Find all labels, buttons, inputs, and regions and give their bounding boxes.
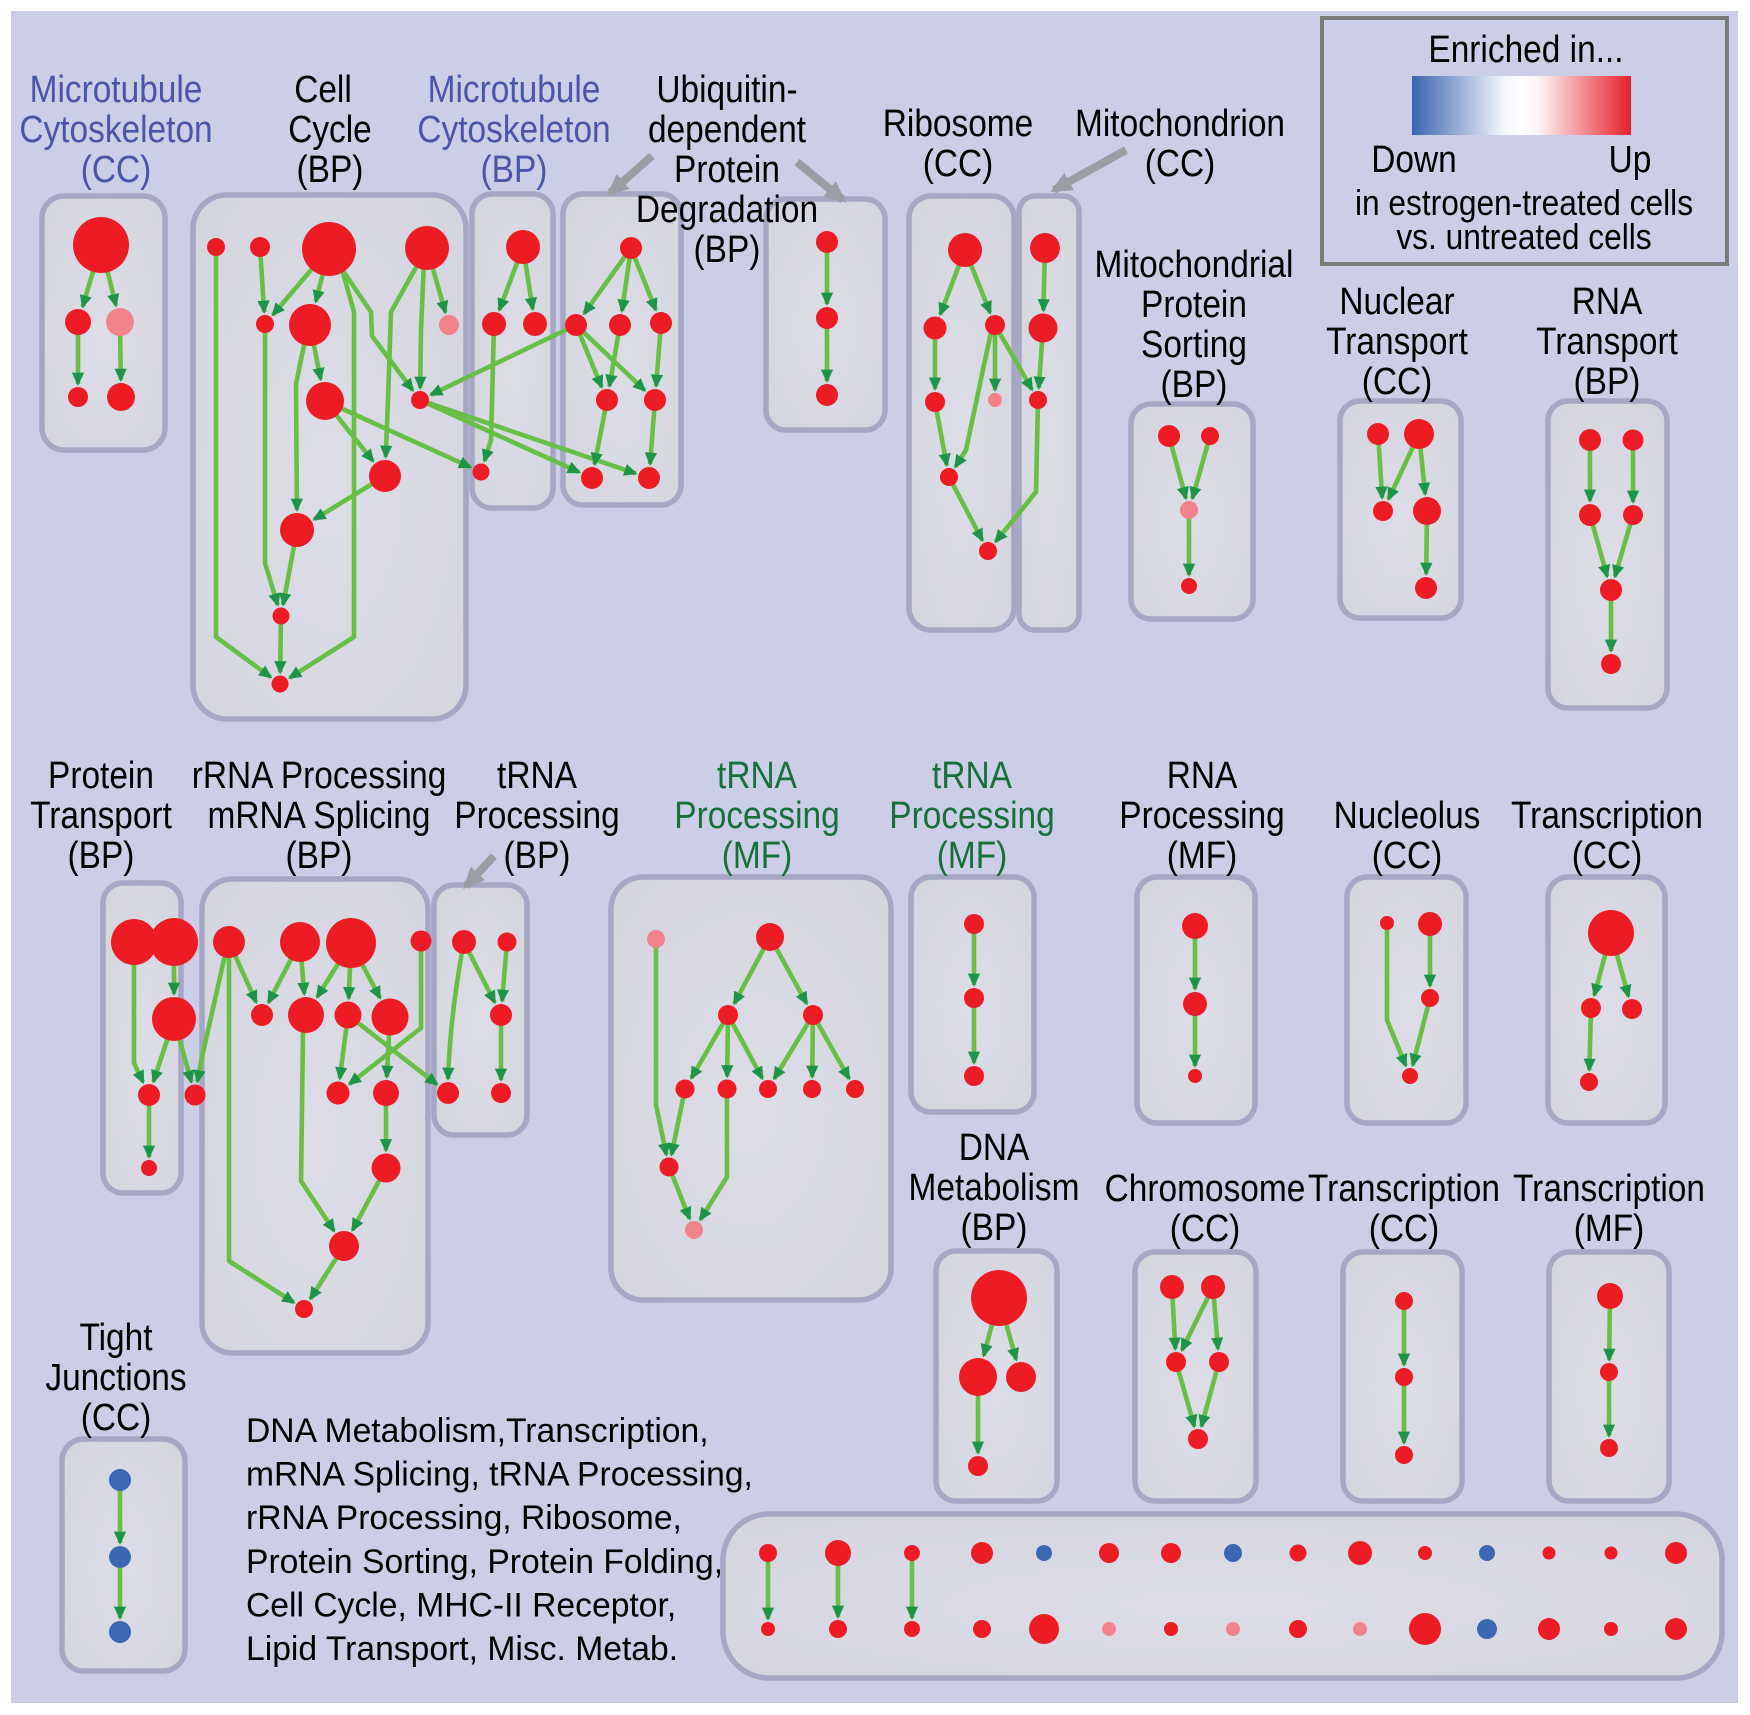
svg-text:Processing: Processing: [454, 795, 619, 837]
svg-text:(MF): (MF): [937, 835, 1008, 877]
svg-text:Sorting: Sorting: [1141, 324, 1247, 366]
svg-text:Microtubule: Microtubule: [428, 69, 601, 111]
svg-text:tRNA: tRNA: [717, 755, 797, 797]
svg-text:tRNA: tRNA: [497, 755, 577, 797]
svg-text:(MF): (MF): [1574, 1208, 1645, 1250]
svg-text:in estrogen-treated cells: in estrogen-treated cells: [1355, 182, 1693, 223]
svg-text:Protein: Protein: [48, 755, 154, 797]
svg-text:Degradation: Degradation: [636, 189, 818, 231]
svg-text:Transcription: Transcription: [1513, 1168, 1705, 1210]
svg-text:Nucleolus: Nucleolus: [1334, 795, 1481, 837]
svg-text:Processing: Processing: [889, 795, 1054, 837]
svg-text:Up: Up: [1609, 139, 1652, 181]
svg-text:(CC): (CC): [1372, 835, 1443, 877]
svg-text:(BP): (BP): [286, 835, 353, 877]
svg-text:DNA Metabolism,Transcription,: DNA Metabolism,Transcription,: [246, 1412, 709, 1450]
svg-text:rRNA Processing: rRNA Processing: [192, 755, 447, 797]
svg-text:(CC): (CC): [1369, 1208, 1440, 1250]
svg-text:Microtubule: Microtubule: [30, 69, 203, 111]
svg-text:dependent: dependent: [648, 109, 806, 151]
svg-text:Cell: Cell: [294, 69, 352, 111]
svg-text:Junctions: Junctions: [45, 1357, 186, 1399]
svg-text:Cytoskeleton: Cytoskeleton: [19, 109, 212, 151]
svg-text:(CC): (CC): [81, 1397, 152, 1439]
svg-text:Transport: Transport: [1326, 321, 1468, 363]
svg-text:(BP): (BP): [694, 229, 761, 271]
svg-text:RNA: RNA: [1167, 755, 1238, 797]
svg-text:Protein: Protein: [1141, 284, 1247, 326]
svg-text:(CC): (CC): [1362, 361, 1433, 403]
svg-text:mRNA Splicing: mRNA Splicing: [208, 795, 431, 837]
svg-text:Processing: Processing: [674, 795, 839, 837]
svg-text:Lipid Transport, Misc. Metab.: Lipid Transport, Misc. Metab.: [246, 1630, 678, 1668]
svg-text:RNA: RNA: [1572, 281, 1643, 323]
svg-text:(CC): (CC): [1572, 835, 1643, 877]
svg-text:vs. untreated cells: vs. untreated cells: [1396, 216, 1651, 257]
svg-text:Processing: Processing: [1119, 795, 1284, 837]
svg-text:Ribosome: Ribosome: [883, 103, 1034, 145]
svg-text:Chromosome: Chromosome: [1105, 1168, 1306, 1210]
svg-text:tRNA: tRNA: [932, 755, 1012, 797]
svg-text:(BP): (BP): [504, 835, 571, 877]
svg-text:Transcription: Transcription: [1308, 1168, 1500, 1210]
svg-text:Cell Cycle, MHC-II Receptor,: Cell Cycle, MHC-II Receptor,: [246, 1586, 676, 1624]
svg-text:mRNA Splicing, tRNA Processing: mRNA Splicing, tRNA Processing,: [246, 1456, 753, 1494]
svg-text:(MF): (MF): [1167, 835, 1238, 877]
svg-text:Transcription: Transcription: [1511, 795, 1703, 837]
svg-text:(BP): (BP): [68, 835, 135, 877]
svg-text:Down: Down: [1371, 139, 1457, 181]
svg-text:(BP): (BP): [1161, 364, 1228, 406]
svg-text:(BP): (BP): [1574, 361, 1641, 403]
svg-text:Transport: Transport: [1536, 321, 1678, 363]
svg-text:Ubiquitin-: Ubiquitin-: [656, 69, 797, 111]
svg-text:Nuclear: Nuclear: [1339, 281, 1454, 323]
svg-text:Transport: Transport: [30, 795, 172, 837]
svg-text:rRNA Processing, Ribosome,: rRNA Processing, Ribosome,: [246, 1499, 682, 1537]
svg-text:Mitochondrial: Mitochondrial: [1095, 244, 1294, 286]
svg-text:(BP): (BP): [481, 149, 548, 191]
svg-text:Mitochondrion: Mitochondrion: [1075, 103, 1285, 145]
svg-text:(BP): (BP): [961, 1207, 1028, 1249]
svg-text:Protein Sorting, Protein Foldi: Protein Sorting, Protein Folding,: [246, 1543, 723, 1581]
svg-text:Metabolism: Metabolism: [909, 1167, 1080, 1209]
svg-text:DNA: DNA: [959, 1127, 1030, 1169]
svg-text:(CC): (CC): [81, 149, 152, 191]
svg-text:(BP): (BP): [297, 149, 364, 191]
svg-text:Cycle: Cycle: [288, 109, 372, 151]
svg-text:Protein: Protein: [674, 149, 780, 191]
svg-text:Enriched in...: Enriched in...: [1428, 29, 1623, 71]
svg-text:(CC): (CC): [923, 143, 994, 185]
svg-text:Tight: Tight: [79, 1317, 152, 1359]
svg-text:(MF): (MF): [722, 835, 793, 877]
svg-text:Cytoskeleton: Cytoskeleton: [417, 109, 610, 151]
svg-text:(CC): (CC): [1170, 1208, 1241, 1250]
svg-text:(CC): (CC): [1145, 143, 1216, 185]
